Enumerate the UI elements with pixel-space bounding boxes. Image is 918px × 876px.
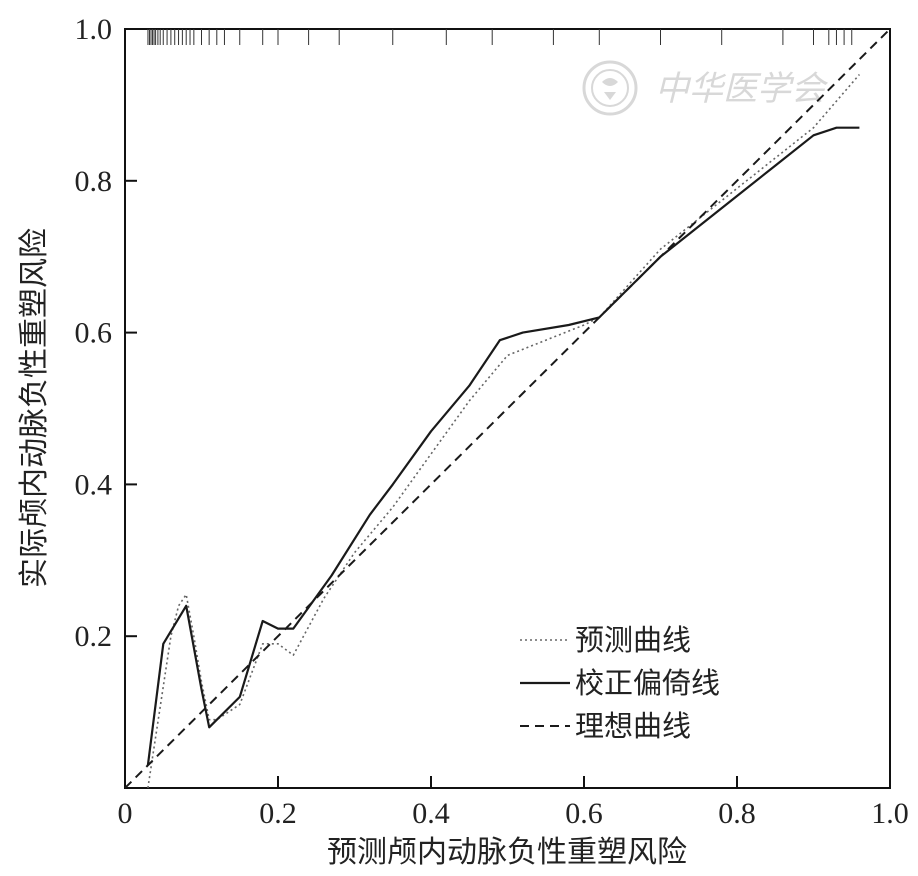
watermark: 中华医学会 <box>582 60 829 116</box>
x-tick-label: 0 <box>118 797 133 830</box>
legend-label: 校正偏倚线 <box>575 666 720 700</box>
legend-label: 理想曲线 <box>575 709 691 743</box>
y-axis-title: 实际颅内动脉负性重塑风险 <box>17 228 52 588</box>
legend-label: 预测曲线 <box>575 623 691 657</box>
x-tick-label: 1.0 <box>871 797 909 830</box>
y-axis-ticks: 0.2 0.4 0.6 0.8 1.0 <box>75 13 137 653</box>
y-tick-label: 0.8 <box>75 165 113 198</box>
series-line-solid <box>146 126 860 766</box>
y-tick-label: 0.2 <box>75 620 113 653</box>
rug-marks <box>147 29 853 45</box>
x-tick-label: 0.2 <box>259 797 297 830</box>
y-tick-label: 1.0 <box>75 13 113 46</box>
x-tick-label: 0.6 <box>565 797 603 830</box>
x-tick-label: 0.8 <box>718 797 756 830</box>
plot-frame <box>124 28 891 789</box>
x-axis-title: 预测颅内动脉负性重塑风险 <box>327 835 687 870</box>
x-axis-ticks: 0 0.2 0.4 0.6 0.8 1.0 <box>118 776 909 830</box>
y-tick-label: 0.6 <box>75 317 113 350</box>
x-tick-label: 0.4 <box>412 797 450 830</box>
watermark-text: 中华医学会 <box>655 69 829 109</box>
series-line-dotted <box>147 73 861 789</box>
series-line-dashed <box>124 28 891 789</box>
y-tick-label: 0.4 <box>75 468 113 501</box>
series-layer <box>124 28 891 789</box>
seal-icon <box>582 60 638 116</box>
